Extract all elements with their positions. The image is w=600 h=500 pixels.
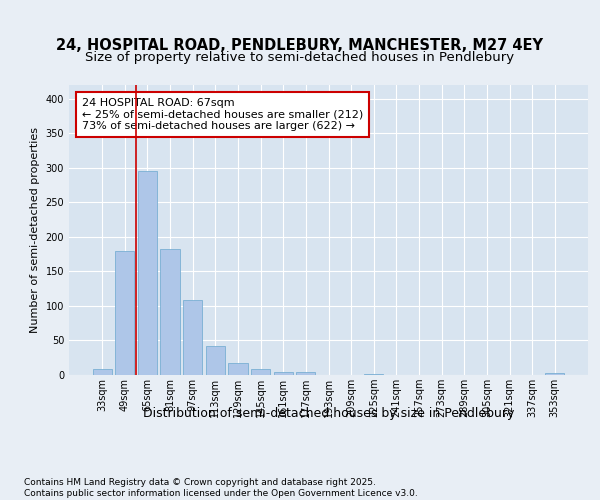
Text: 24, HOSPITAL ROAD, PENDLEBURY, MANCHESTER, M27 4EY: 24, HOSPITAL ROAD, PENDLEBURY, MANCHESTE… <box>56 38 544 52</box>
Text: 24 HOSPITAL ROAD: 67sqm
← 25% of semi-detached houses are smaller (212)
73% of s: 24 HOSPITAL ROAD: 67sqm ← 25% of semi-de… <box>82 98 363 131</box>
Bar <box>183 300 202 375</box>
Bar <box>364 374 383 375</box>
Bar <box>296 372 316 375</box>
Y-axis label: Number of semi-detached properties: Number of semi-detached properties <box>30 127 40 333</box>
Bar <box>229 362 248 375</box>
Bar <box>274 372 293 375</box>
Bar <box>138 172 157 375</box>
Bar <box>251 369 270 375</box>
Bar <box>206 346 225 375</box>
Text: Contains HM Land Registry data © Crown copyright and database right 2025.
Contai: Contains HM Land Registry data © Crown c… <box>24 478 418 498</box>
Bar <box>160 248 180 375</box>
Bar <box>92 370 112 375</box>
Text: Size of property relative to semi-detached houses in Pendlebury: Size of property relative to semi-detach… <box>85 51 515 64</box>
Text: Distribution of semi-detached houses by size in Pendlebury: Distribution of semi-detached houses by … <box>143 408 514 420</box>
Bar <box>115 250 134 375</box>
Bar <box>545 373 565 375</box>
